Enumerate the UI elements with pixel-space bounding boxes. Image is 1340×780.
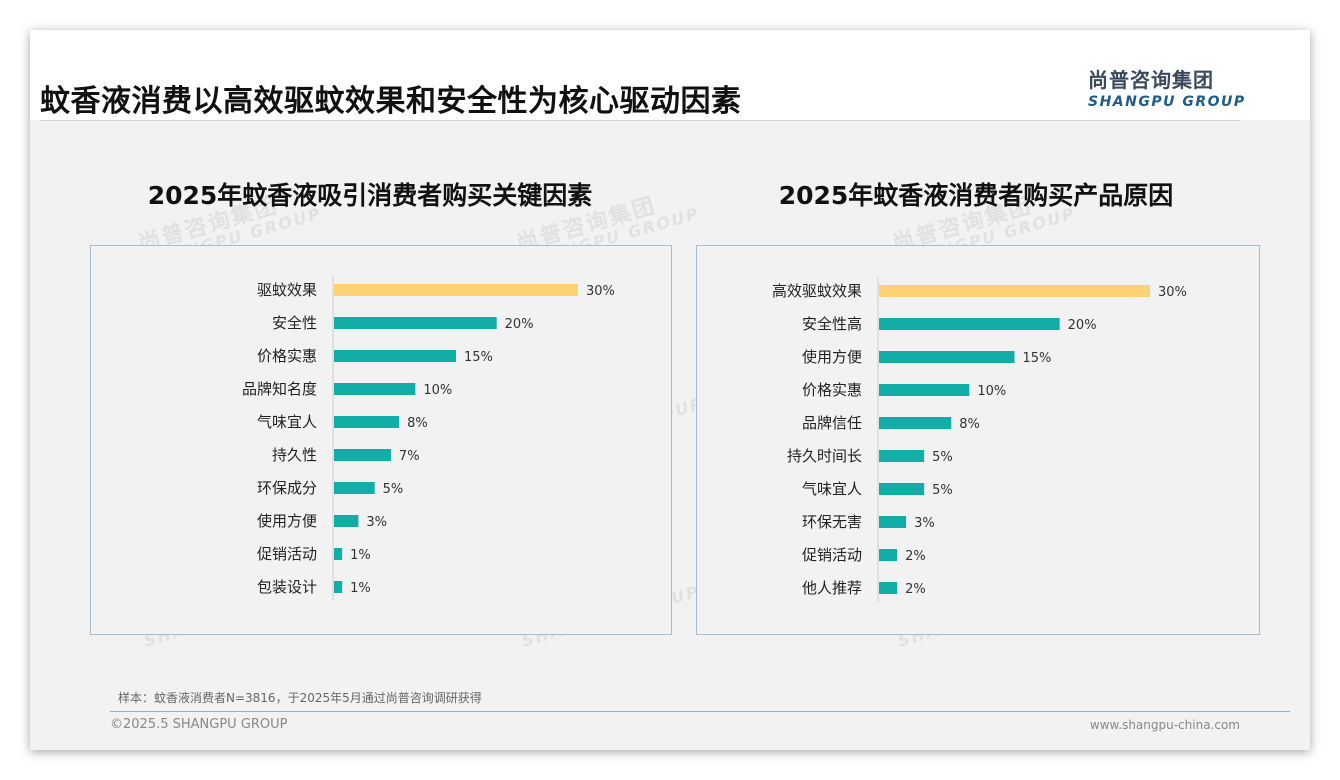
category-label: 价格实惠 xyxy=(257,347,317,365)
category-label: 品牌信任 xyxy=(802,414,862,432)
bar xyxy=(879,516,907,528)
category-label: 促销活动 xyxy=(257,545,317,563)
category-label: 使用方便 xyxy=(802,348,862,366)
logo-en-text: SHANGPU GROUP xyxy=(1088,94,1246,110)
value-label: 20% xyxy=(505,317,534,332)
bar xyxy=(334,548,343,560)
bar xyxy=(879,318,1060,330)
value-label: 5% xyxy=(932,483,953,498)
value-label: 10% xyxy=(423,383,452,398)
bar xyxy=(334,416,400,428)
title-divider xyxy=(40,120,1240,121)
bar xyxy=(879,450,925,462)
bar xyxy=(334,449,391,461)
value-label: 30% xyxy=(586,284,615,299)
company-logo: 尚普咨询集团 SHANGPU GROUP xyxy=(1088,64,1246,110)
bar xyxy=(334,383,416,395)
value-label: 2% xyxy=(905,549,926,564)
page-title: 蚊香液消费以高效驱蚊效果和安全性为核心驱动因素 xyxy=(40,84,742,119)
value-label: 8% xyxy=(959,417,980,432)
footer-copyright: ©2025.5 SHANGPU GROUP xyxy=(110,717,288,732)
value-label: 15% xyxy=(1023,351,1052,366)
value-label: 1% xyxy=(350,581,371,596)
bar xyxy=(334,350,456,362)
value-label: 20% xyxy=(1068,318,1097,333)
category-label: 安全性 xyxy=(272,314,317,332)
bar-chart-left: 驱蚊效果 30% 安全性 20% 价格实惠 15% 品牌知名度 10% 气味宜人 8% 持久性 7% 环… xyxy=(242,276,615,601)
value-label: 8% xyxy=(407,416,428,431)
category-label: 包装设计 xyxy=(257,578,317,596)
value-label: 7% xyxy=(399,449,420,464)
sample-note: 样本：蚊香液消费者N=3816，于2025年5月通过尚普咨询调研获得 xyxy=(118,691,482,705)
bar-chart-right: 高效驱蚊效果 30% 安全性高 20% 使用方便 15% 价格实惠 10% 品牌信任 8% 持久时间… xyxy=(772,277,1187,602)
bar xyxy=(879,417,952,429)
chart-title-left: 2025年蚊香液吸引消费者购买关键因素 xyxy=(147,181,593,210)
category-label: 气味宜人 xyxy=(802,480,862,498)
category-label: 他人推荐 xyxy=(802,579,862,597)
bar xyxy=(334,581,343,593)
slide: 蚊香液消费以高效驱蚊效果和安全性为核心驱动因素 尚普咨询集团 SHANGPU G… xyxy=(30,30,1310,750)
value-label: 1% xyxy=(350,548,371,563)
bar xyxy=(334,482,375,494)
category-label: 安全性高 xyxy=(802,315,862,333)
category-label: 持久性 xyxy=(272,446,317,464)
category-label: 环保成分 xyxy=(257,479,317,497)
chart-title-right: 2025年蚊香液消费者购买产品原因 xyxy=(778,181,1174,210)
category-label: 价格实惠 xyxy=(802,381,862,399)
header-band xyxy=(30,30,1310,120)
value-label: 10% xyxy=(977,384,1006,399)
category-label: 环保无害 xyxy=(802,513,862,531)
value-label: 15% xyxy=(464,350,493,365)
footer-divider xyxy=(110,711,1290,712)
bar xyxy=(334,317,497,329)
category-label: 持久时间长 xyxy=(787,447,862,465)
chart-panel-right: 高效驱蚊效果 30% 安全性高 20% 使用方便 15% 价格实惠 10% 品牌信任 8% 持久时间… xyxy=(696,245,1260,635)
category-label: 使用方便 xyxy=(257,512,317,530)
bar xyxy=(879,351,1015,363)
logo-cn-text: 尚普咨询集团 xyxy=(1088,68,1214,92)
bar xyxy=(879,285,1150,297)
category-label: 驱蚊效果 xyxy=(257,281,317,299)
footer-website: www.shangpu-china.com xyxy=(1089,718,1240,732)
value-label: 5% xyxy=(932,450,953,465)
value-label: 2% xyxy=(905,582,926,597)
value-label: 30% xyxy=(1158,285,1187,300)
category-label: 促销活动 xyxy=(802,546,862,564)
chart-panel-left: 驱蚊效果 30% 安全性 20% 价格实惠 15% 品牌知名度 10% 气味宜人 8% 持久性 7% 环… xyxy=(90,245,672,635)
bar xyxy=(879,384,970,396)
category-label: 气味宜人 xyxy=(257,413,317,431)
bar xyxy=(879,483,925,495)
bar xyxy=(334,515,359,527)
value-label: 3% xyxy=(914,516,935,531)
value-label: 3% xyxy=(366,515,387,530)
bar xyxy=(334,284,578,296)
value-label: 5% xyxy=(383,482,404,497)
category-label: 品牌知名度 xyxy=(242,380,317,398)
category-label: 高效驱蚊效果 xyxy=(772,282,862,300)
bar xyxy=(879,582,898,594)
bar xyxy=(879,549,898,561)
